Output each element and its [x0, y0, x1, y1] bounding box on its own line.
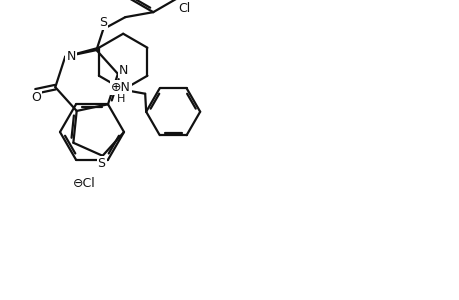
Text: N: N — [119, 64, 129, 77]
Text: ⊖Cl: ⊖Cl — [73, 177, 96, 190]
Text: S: S — [99, 16, 107, 28]
Text: ⊕N: ⊕N — [111, 81, 131, 94]
Text: Cl: Cl — [178, 2, 190, 15]
Text: N: N — [67, 50, 76, 63]
Text: H: H — [117, 94, 125, 104]
Text: S: S — [97, 157, 106, 170]
Text: O: O — [31, 91, 40, 104]
